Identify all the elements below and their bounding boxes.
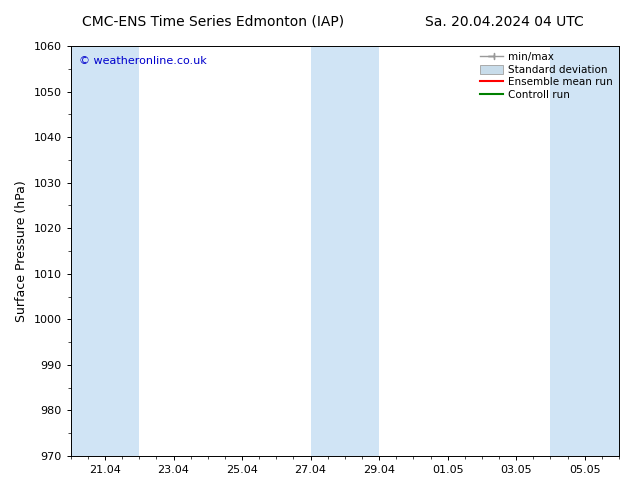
Bar — [71, 46, 139, 456]
Text: Sa. 20.04.2024 04 UTC: Sa. 20.04.2024 04 UTC — [425, 15, 583, 29]
Legend: min/max, Standard deviation, Ensemble mean run, Controll run: min/max, Standard deviation, Ensemble me… — [477, 49, 616, 103]
Y-axis label: Surface Pressure (hPa): Surface Pressure (hPa) — [15, 180, 28, 322]
Bar — [550, 46, 619, 456]
Text: CMC-ENS Time Series Edmonton (IAP): CMC-ENS Time Series Edmonton (IAP) — [82, 15, 344, 29]
Text: © weatheronline.co.uk: © weatheronline.co.uk — [79, 56, 207, 66]
Bar — [311, 46, 379, 456]
